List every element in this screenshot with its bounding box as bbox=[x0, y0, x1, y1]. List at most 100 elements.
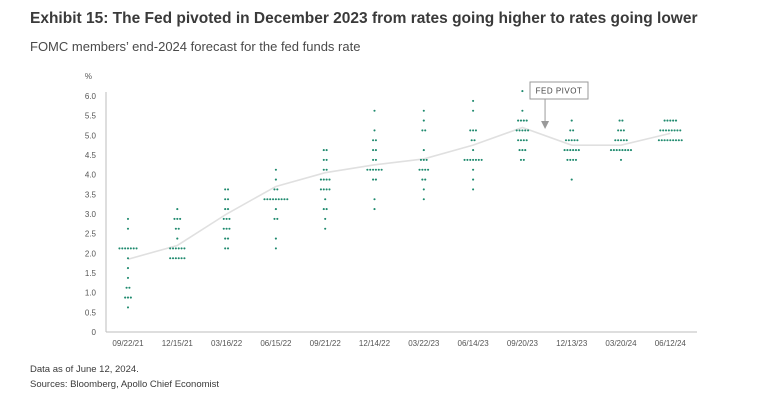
forecast-dot bbox=[322, 188, 325, 191]
forecast-dot bbox=[176, 208, 179, 211]
forecast-dot bbox=[518, 149, 521, 152]
forecast-dot bbox=[674, 139, 678, 142]
forecast-dot bbox=[286, 198, 289, 201]
forecast-dot bbox=[322, 158, 325, 161]
forecast-dot bbox=[463, 158, 466, 161]
forecast-dot bbox=[421, 168, 424, 171]
forecast-dot bbox=[522, 139, 525, 142]
y-tick-label: 5.0 bbox=[85, 131, 97, 140]
x-tick-label: 09/22/21 bbox=[112, 339, 144, 348]
forecast-dot bbox=[372, 149, 375, 152]
forecast-dot bbox=[174, 247, 177, 250]
forecast-dot bbox=[576, 139, 579, 142]
forecast-dot bbox=[518, 129, 521, 132]
forecast-dot bbox=[372, 178, 375, 181]
forecast-dot bbox=[680, 139, 683, 142]
forecast-dot bbox=[472, 109, 475, 112]
forecast-dot bbox=[666, 139, 669, 142]
forecast-dot bbox=[324, 198, 327, 201]
forecast-dot bbox=[324, 217, 327, 220]
forecast-dot bbox=[521, 149, 524, 152]
forecast-dot bbox=[224, 188, 227, 191]
y-axis-unit-label: % bbox=[85, 72, 92, 81]
forecast-dot bbox=[519, 119, 523, 122]
forecast-dot bbox=[621, 149, 624, 152]
forecast-dot bbox=[169, 247, 172, 250]
forecast-dot bbox=[272, 198, 275, 201]
forecast-dot bbox=[176, 237, 179, 240]
forecast-dot bbox=[677, 139, 680, 142]
x-tick-label: 12/14/22 bbox=[359, 339, 391, 348]
forecast-dot bbox=[126, 247, 130, 250]
forecast-dot bbox=[373, 198, 376, 201]
forecast-dot bbox=[322, 178, 325, 181]
x-axis: 09/22/21 12/15/21 03/16/22 06/15/22 09/21/22… bbox=[106, 331, 697, 348]
annotation-label: FED PIVOT bbox=[536, 87, 583, 96]
forecast-dot bbox=[624, 149, 627, 152]
forecast-dot bbox=[622, 139, 625, 142]
forecast-dot bbox=[566, 149, 569, 152]
forecast-dot bbox=[519, 158, 523, 161]
forecast-dot bbox=[421, 129, 424, 132]
forecast-dot bbox=[566, 158, 569, 161]
y-tick-label: 3.5 bbox=[85, 190, 97, 199]
forecast-dot bbox=[228, 217, 231, 220]
x-tick-label: 06/12/24 bbox=[655, 339, 687, 348]
forecast-dot bbox=[179, 217, 182, 220]
forecast-dot bbox=[574, 149, 578, 152]
forecast-dot bbox=[373, 208, 376, 211]
forecast-dot bbox=[615, 149, 618, 152]
forecast-dot bbox=[421, 178, 424, 181]
forecast-dot bbox=[324, 227, 327, 230]
forecast-dot bbox=[322, 168, 325, 171]
forecast-dot bbox=[614, 139, 617, 142]
forecast-dot bbox=[125, 286, 128, 289]
forecast-dot bbox=[319, 178, 322, 181]
forecast-dot bbox=[183, 247, 186, 250]
forecast-dot bbox=[679, 129, 682, 132]
forecast-dot bbox=[472, 149, 475, 152]
forecast-dot bbox=[609, 149, 613, 152]
forecast-dot bbox=[619, 139, 623, 142]
median-line bbox=[127, 126, 671, 261]
forecast-dot bbox=[128, 286, 131, 289]
forecast-dot bbox=[472, 129, 475, 132]
forecast-dot bbox=[472, 158, 475, 161]
x-tick-label: 03/20/24 bbox=[605, 339, 637, 348]
forecast-dot bbox=[569, 158, 572, 161]
forecast-dot bbox=[372, 158, 375, 161]
forecast-dot bbox=[527, 129, 530, 132]
forecast-dot bbox=[569, 149, 572, 152]
forecast-dot bbox=[570, 178, 573, 181]
data-date-note: Data as of June 12, 2024. bbox=[30, 364, 139, 375]
forecast-dot bbox=[667, 129, 670, 132]
forecast-dot bbox=[618, 119, 621, 122]
x-tick-label: 09/21/22 bbox=[310, 339, 342, 348]
forecast-dot bbox=[173, 217, 176, 220]
y-tick-label: 0.5 bbox=[85, 308, 97, 317]
fed-pivot-annotation: FED PIVOT bbox=[529, 81, 589, 129]
forecast-dot bbox=[522, 158, 525, 161]
y-axis: % 0 0.5 1.0 1.5 2.0 2.5 3.0 3.5 4.0 4.5 5.0 5.5 6.0 bbox=[85, 72, 107, 337]
x-tick-label: 12/13/23 bbox=[556, 339, 588, 348]
forecast-dot bbox=[222, 217, 225, 220]
y-tick-label: 3.0 bbox=[85, 210, 97, 219]
forecast-dot bbox=[472, 178, 475, 181]
x-tick-label: 06/15/22 bbox=[260, 339, 292, 348]
forecast-dot bbox=[662, 129, 665, 132]
forecast-dot bbox=[276, 188, 279, 191]
forecast-dot bbox=[672, 139, 675, 142]
forecast-dot bbox=[135, 247, 138, 250]
forecast-dot bbox=[577, 149, 580, 152]
forecast-dot bbox=[325, 178, 328, 181]
forecast-dot bbox=[424, 168, 427, 171]
forecast-dot bbox=[274, 168, 277, 171]
forecast-dot bbox=[660, 139, 663, 142]
forecast-dot bbox=[374, 139, 377, 142]
forecast-dot bbox=[422, 198, 425, 201]
forecast-dot bbox=[519, 139, 523, 142]
forecast-dot bbox=[622, 129, 625, 132]
forecast-dot bbox=[424, 178, 427, 181]
forecast-dot bbox=[226, 237, 230, 240]
x-tick-label: 06/14/23 bbox=[458, 339, 490, 348]
